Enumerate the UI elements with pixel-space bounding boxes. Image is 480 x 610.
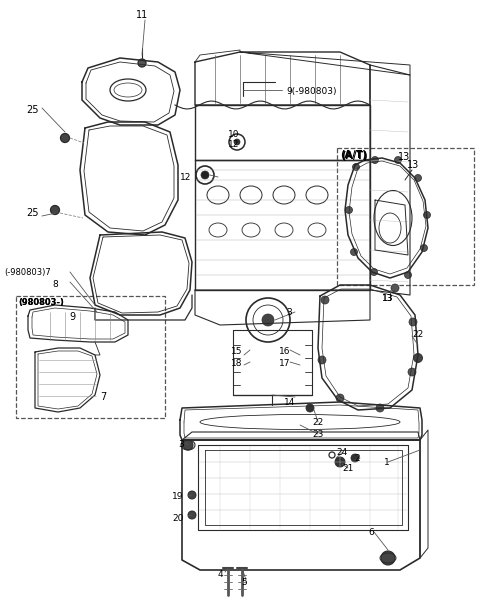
Text: 11: 11 [136, 10, 148, 20]
Text: 22: 22 [312, 418, 323, 427]
Text: 7: 7 [100, 392, 106, 402]
Text: 20: 20 [172, 514, 183, 523]
Text: 18: 18 [231, 359, 243, 368]
Text: 15: 15 [231, 347, 243, 356]
Circle shape [318, 356, 326, 364]
Circle shape [201, 171, 209, 179]
Text: 21: 21 [342, 464, 353, 473]
Circle shape [138, 59, 146, 67]
Text: (A/T): (A/T) [341, 151, 368, 161]
Circle shape [183, 440, 193, 450]
Circle shape [408, 368, 416, 376]
Circle shape [346, 207, 352, 214]
Circle shape [60, 134, 70, 143]
Text: 13: 13 [382, 294, 394, 303]
Text: 14: 14 [284, 398, 296, 407]
Circle shape [415, 174, 421, 182]
Text: 17: 17 [279, 359, 291, 368]
Circle shape [371, 268, 377, 276]
Text: 12: 12 [180, 173, 192, 182]
Text: 9: 9 [69, 312, 75, 322]
Text: 25: 25 [26, 208, 38, 218]
Text: 16: 16 [279, 347, 291, 356]
Text: 24: 24 [336, 448, 347, 457]
Text: (980803-): (980803-) [18, 298, 64, 307]
Circle shape [335, 457, 345, 467]
Text: 13: 13 [382, 294, 394, 303]
Circle shape [381, 551, 395, 565]
Text: 22: 22 [412, 330, 423, 339]
Circle shape [391, 284, 399, 292]
Circle shape [405, 271, 411, 279]
Text: 6: 6 [368, 528, 374, 537]
Text: 25: 25 [26, 105, 38, 115]
Text: 3: 3 [286, 308, 292, 317]
Circle shape [352, 163, 360, 171]
Circle shape [306, 404, 314, 412]
Text: (980803-): (980803-) [18, 298, 64, 307]
Text: 12: 12 [228, 140, 240, 149]
Circle shape [321, 296, 329, 304]
Circle shape [336, 394, 344, 402]
Circle shape [234, 139, 240, 145]
Text: 13: 13 [398, 152, 410, 162]
Text: 8: 8 [52, 280, 58, 289]
Text: (-980803)7: (-980803)7 [4, 268, 51, 277]
Text: 3: 3 [178, 440, 184, 449]
Text: 5: 5 [241, 578, 247, 587]
Circle shape [50, 206, 60, 215]
Text: 19: 19 [172, 492, 183, 501]
Circle shape [350, 248, 358, 256]
Text: 10: 10 [228, 130, 240, 139]
Circle shape [351, 454, 359, 462]
Text: 2: 2 [354, 454, 360, 463]
Text: 1: 1 [384, 458, 390, 467]
Circle shape [423, 212, 431, 218]
Circle shape [188, 511, 196, 519]
Text: (A/T): (A/T) [340, 150, 367, 160]
Text: 23: 23 [312, 430, 324, 439]
Circle shape [395, 157, 401, 163]
Circle shape [409, 318, 417, 326]
Text: 13: 13 [407, 160, 419, 170]
Circle shape [372, 157, 379, 163]
Circle shape [413, 354, 422, 362]
Circle shape [262, 314, 274, 326]
Text: 4: 4 [217, 570, 223, 579]
Circle shape [420, 245, 428, 251]
Text: 9(-980803): 9(-980803) [286, 87, 336, 96]
Circle shape [188, 491, 196, 499]
Circle shape [376, 404, 384, 412]
